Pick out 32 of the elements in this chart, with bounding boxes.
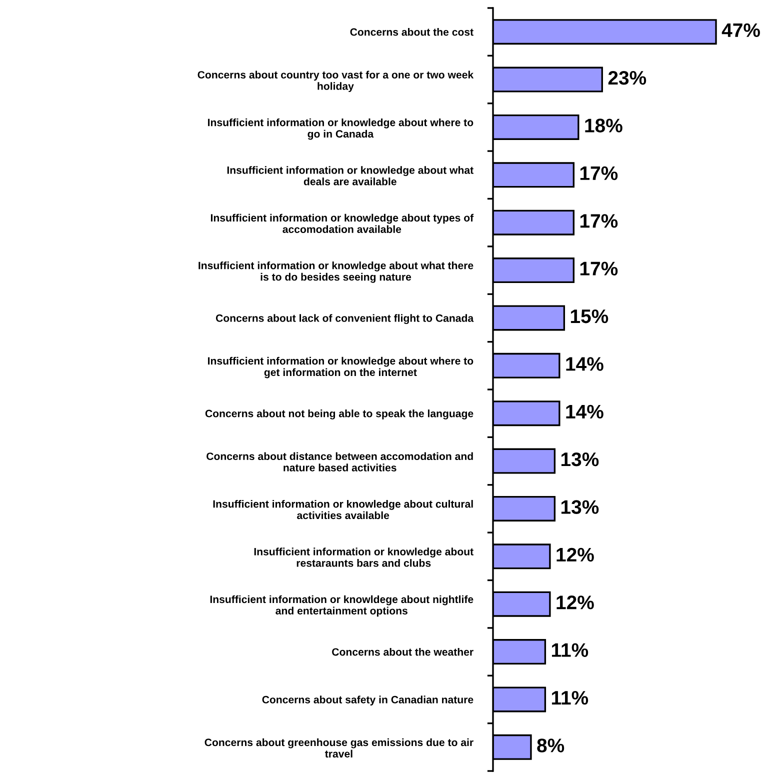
data-label: 11%: [552, 690, 588, 705]
data-label: 23%: [608, 70, 646, 85]
y-tick-label: Concerns about lack of convenient flight to Canada: [216, 314, 474, 324]
data-label: 14%: [566, 404, 604, 419]
data-label: 8%: [537, 738, 564, 752]
y-tick-label: Insufficient information or knowledge about what deals are available: [227, 166, 474, 186]
y-tick-label: Concerns about distance between accomodation and nature based activities: [206, 452, 473, 472]
data-label: 12%: [556, 596, 594, 610]
data-label: 17%: [580, 262, 618, 276]
y-tick-label: Insufficient information or knowledge about where to get information on the internet: [208, 356, 474, 378]
data-label: 17%: [580, 166, 618, 180]
y-tick-label: Concerns about the weather: [332, 648, 474, 656]
y-tick-label: Concerns about greenhouse gas emissions due to air travel: [204, 738, 474, 758]
data-label: 12%: [556, 548, 594, 562]
data-label: 11%: [552, 643, 588, 657]
data-label: 17%: [580, 214, 618, 228]
y-tick-label: Insufficient information or knowledge about what there is to do besides seeing nature: [198, 262, 474, 283]
data-label: 47%: [722, 23, 760, 38]
data-label: 14%: [566, 357, 604, 371]
data-label: 13%: [561, 452, 599, 466]
data-label: 15%: [570, 309, 608, 324]
y-tick-label: Concerns about the cost: [350, 28, 474, 36]
y-tick-label: Insufficient information or knowledge about restaraunts bars and clubs: [254, 548, 474, 567]
y-tick-label: Concerns about safety in Canadian nature: [262, 696, 474, 706]
y-tick-label: Insufficient information or knowldege about nightlife and entertainment options: [210, 595, 474, 617]
y-tick-label: Concerns about not being able to speak the language: [205, 410, 474, 420]
y-tick-label: Insufficient information or knowledge about where to go in Canada: [208, 118, 474, 140]
y-tick-label: Insufficient information or knowledge about cultural activities available: [213, 500, 473, 520]
y-tick-label: Insufficient information or knowledge about types of accomodation available: [210, 214, 474, 233]
data-label: 13%: [561, 500, 599, 514]
y-tick-label: Concerns about country too vast for a one or two week holiday: [198, 70, 474, 92]
data-label: 18%: [585, 118, 622, 132]
